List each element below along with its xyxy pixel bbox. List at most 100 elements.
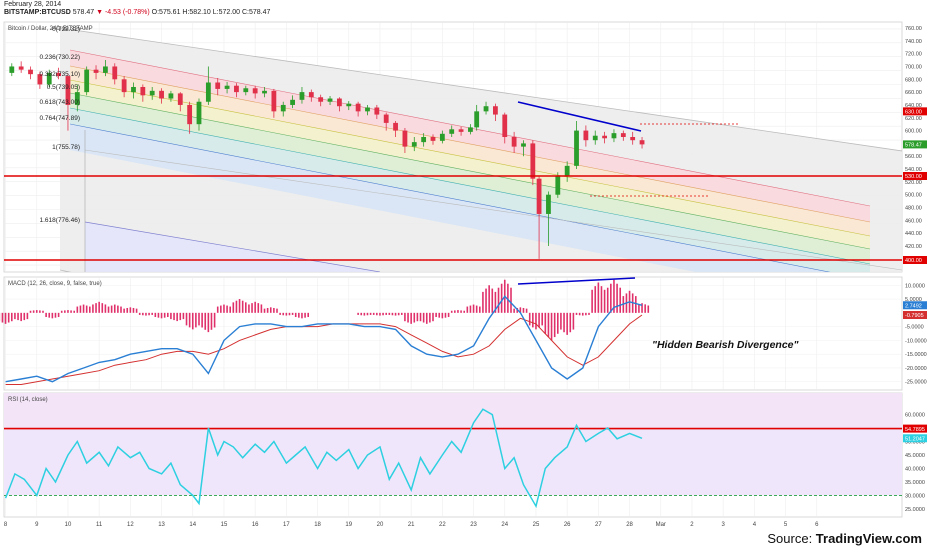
x-tick-label: 5 [784,522,788,528]
candle-body [383,114,389,123]
price-axis-label: 560.00 [905,154,922,160]
candle-body [402,130,408,147]
x-tick-label: 17 [283,522,290,528]
candle-body [280,104,286,112]
price-axis-label: 500.00 [905,193,922,199]
candle-body [187,104,193,125]
fib-level-label: 0.618(743.00) [40,99,80,106]
candle-body [327,98,333,102]
candle-body [546,194,551,214]
macd-axis-label: -15.0000 [905,352,927,358]
price-badge: 530.00 [903,172,927,180]
macd-axis-label: 10.0000 [905,283,925,289]
rsi-pane-title: RSI (14, close) [8,397,48,403]
candle-body [421,137,427,143]
candle-body [355,103,361,112]
x-tick-label: 27 [595,522,602,528]
candle-body [299,92,305,100]
price-change: ▼ -4.53 (-0.78%) [96,9,150,16]
rsi-axis-label: 30.0000 [905,493,925,499]
fib-level-label: 0.382(735.10) [40,71,80,78]
price-badge-label: 578.47 [905,143,922,149]
x-tick-label: 26 [564,522,571,528]
candle-body [252,88,258,94]
chart-date: February 28, 2014 [4,1,62,8]
macd-badge: -0.7905 [903,311,927,319]
price-axis-label: 460.00 [905,218,922,224]
candle-body [28,69,33,75]
candle-body [439,133,445,141]
rsi-badge-label: 51.2047 [905,436,925,442]
candle-body [290,99,295,105]
candle-body [630,137,636,141]
x-tick-label: 12 [127,522,134,528]
price-badge: 630.00 [903,107,927,116]
price-badge: 578.47 [903,140,927,149]
candle-body [474,111,480,128]
candle-body [611,133,617,139]
source-prefix: Source: [767,531,816,546]
main-pane-title: Bitcoin / Dollar, 240, BITSTAMP [8,26,93,32]
x-tick-label: 4 [753,522,757,528]
fib-level-label: 1.618(776.46) [40,217,80,224]
rsi-badge-label: 54.7895 [905,427,925,433]
candle-body [56,72,61,77]
price-badge-bg [903,172,927,180]
ticker-label: BITSTAMP:BTCUSD [4,9,71,16]
rsi-pane: 60.000055.000050.000045.000040.000035.00… [3,392,927,518]
main-clipped [4,27,902,272]
price-axis-label: 680.00 [905,77,922,83]
candle-body [243,88,249,93]
fib-level-label: 0.764(747.89) [40,115,80,122]
candle-body [234,85,239,93]
candle-body [430,137,436,141]
candle-body [318,97,324,102]
candle-body [639,140,645,145]
divergence-line-macd [517,277,636,285]
x-tick-label: 11 [96,522,103,528]
candle-body [215,82,221,89]
candle-body [121,79,127,93]
fib-fan-band [70,50,870,222]
candle-body [536,178,542,214]
x-tick-label: 8 [4,522,8,528]
candle-body [602,135,607,139]
symbol-header: BITSTAMP:BTCUSD 578.47 ▼ -4.53 (-0.78%) … [4,9,270,16]
rsi-badge: 54.7895 [903,424,927,433]
candle-body [177,93,183,105]
divergence-annotation: "Hidden Bearish Divergence" [652,339,800,351]
macd-signal-line [5,314,643,385]
macd-line [5,295,643,383]
price-badge-label: 400.00 [905,258,922,264]
candle-body [374,107,380,115]
macd-pane-frame [3,276,903,391]
macd-axis-label: -10.0000 [905,338,927,344]
price-axis-label: 480.00 [905,206,922,212]
rsi-axis-label: 25.0000 [905,507,925,513]
x-tick-label: 3 [721,522,725,528]
x-tick-label: 14 [189,522,196,528]
price-badge-bg [903,140,927,149]
candle-body [449,129,455,134]
candle-body [574,130,579,166]
candle-body [84,69,90,93]
macd-axis-label: 5.0000 [905,297,922,303]
price-axis-label: 540.00 [905,167,922,173]
price-badge-bg [903,256,927,264]
candle-body [458,129,464,132]
rsi-axis-label: 60.0000 [905,413,925,419]
fib-fan-line [69,79,871,237]
x-tick-label: 2 [690,522,694,528]
price-axis-label: 620.00 [905,116,922,122]
candle-body [65,76,71,105]
candle-body [140,86,146,96]
channel-top-line [59,27,902,152]
price-pane: 0(722.32) 0.236(730.22) 0.382(735.10) 0.5(7… [3,21,927,273]
rsi-axis-label: 50.0000 [905,440,925,446]
fib-level-label: 0.5(739.05) [47,84,80,91]
chart-canvas: 0(722.32) 0.236(730.22) 0.382(735.10) 0.5(7… [0,21,927,528]
price-axis-label: 740.00 [905,39,922,45]
macd-pane: 10.0000 5.0000 -5.0000 -10.0000 -15.0000 -20.… [0,276,927,391]
candle-body [196,101,202,125]
price-badge: 400.00 [903,256,927,264]
